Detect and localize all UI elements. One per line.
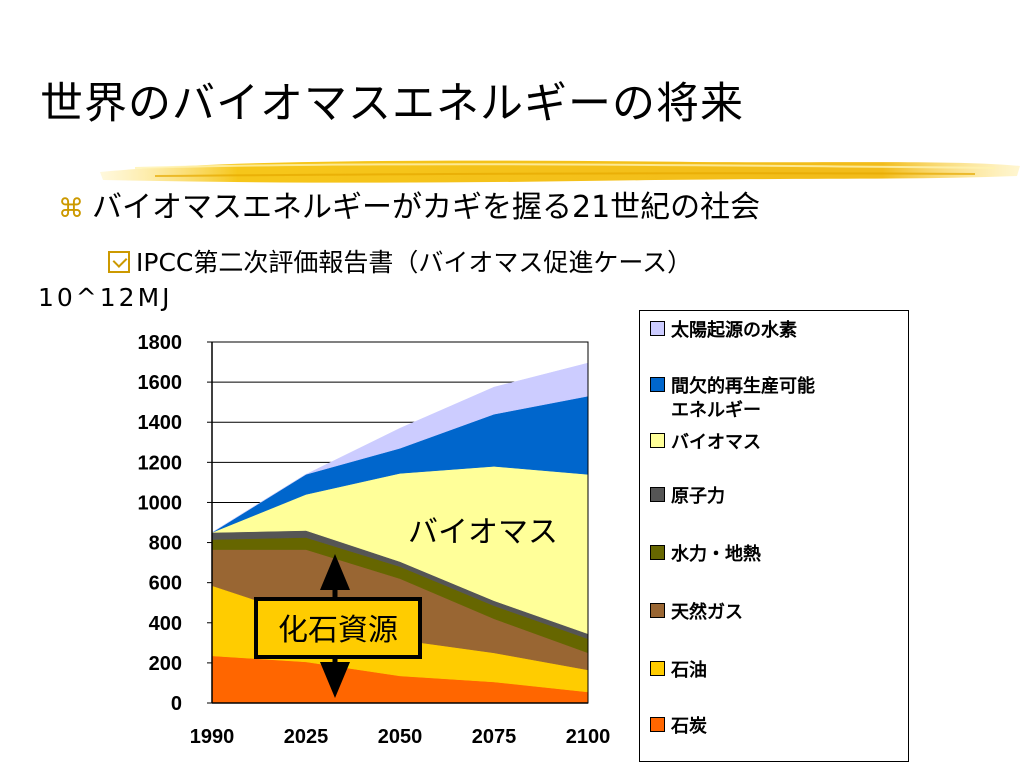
checkbox-bullet-icon [108,251,130,273]
legend-label: 天然ガス [671,602,743,623]
chart-legend: 太陽起源の水素間欠的再生産可能 エネルギーバイオマス原子力水力・地熱天然ガス石油… [639,310,909,762]
legend-item: 原子力 [650,485,725,509]
legend-swatch [650,717,665,732]
y-tick-label: 1000 [138,492,183,514]
legend-swatch [650,377,665,392]
bullet-level1: ⌘ バイオマスエネルギーがカギを握る21世紀の社会 [58,188,760,229]
legend-swatch [650,487,665,502]
legend-swatch [650,433,665,448]
legend-label: 水力・地熱 [671,544,761,565]
legend-swatch [650,603,665,618]
bullet-level2: IPCC第二次評価報告書（バイオマス促進ケース） [108,246,692,280]
legend-label: 石炭 [671,716,707,737]
y-tick-label: 1400 [138,412,183,434]
legend-label: 太陽起源の水素 [671,320,797,341]
slide-title: 世界のバイオマスエネルギーの将来 [40,79,744,129]
y-tick-label: 1600 [138,372,183,394]
y-tick-label: 800 [149,533,182,555]
legend-item: 石炭 [650,715,707,739]
legend-label: 間欠的再生産可能 エネルギー [671,376,815,421]
brush-stroke-decoration [100,160,1020,183]
legend-item: バイオマス [650,431,761,455]
arrow-down-icon [320,662,350,698]
command-bullet-icon: ⌘ [58,194,84,224]
y-axis-unit-label: 10^12MJ [38,283,173,312]
arrow-up-icon [320,554,350,590]
x-tick-label: 2075 [472,726,517,748]
x-tick-label: 2100 [566,726,611,748]
legend-item: 天然ガス [650,601,743,625]
bullet-level1-text: バイオマスエネルギーがカギを握る21世紀の社会 [92,190,761,225]
x-tick-label: 2025 [284,726,329,748]
fossil-annotation-label: 化石資源 [278,613,398,648]
biomass-annotation: バイオマス [408,515,558,550]
legend-item: 太陽起源の水素 [650,319,797,343]
legend-label: 原子力 [671,486,725,507]
y-tick-label: 600 [149,573,182,595]
y-tick-label: 200 [149,653,182,675]
legend-item: 水力・地熱 [650,543,761,567]
legend-label: バイオマス [671,432,761,453]
legend-swatch [650,321,665,336]
x-tick-label: 2050 [378,726,423,748]
fossil-annotation-box [254,597,422,659]
legend-label: 石油 [671,660,707,681]
bullet-level2-text: IPCC第二次評価報告書（バイオマス促進ケース） [136,248,693,277]
y-tick-label: 0 [171,693,182,715]
legend-item: 石油 [650,659,707,683]
legend-swatch [650,661,665,676]
y-tick-label: 1800 [138,332,183,354]
y-tick-label: 400 [149,613,182,635]
x-tick-label: 1990 [190,726,235,748]
legend-item: 間欠的再生産可能 エネルギー [650,375,891,423]
y-tick-label: 1200 [138,452,183,474]
legend-swatch [650,545,665,560]
